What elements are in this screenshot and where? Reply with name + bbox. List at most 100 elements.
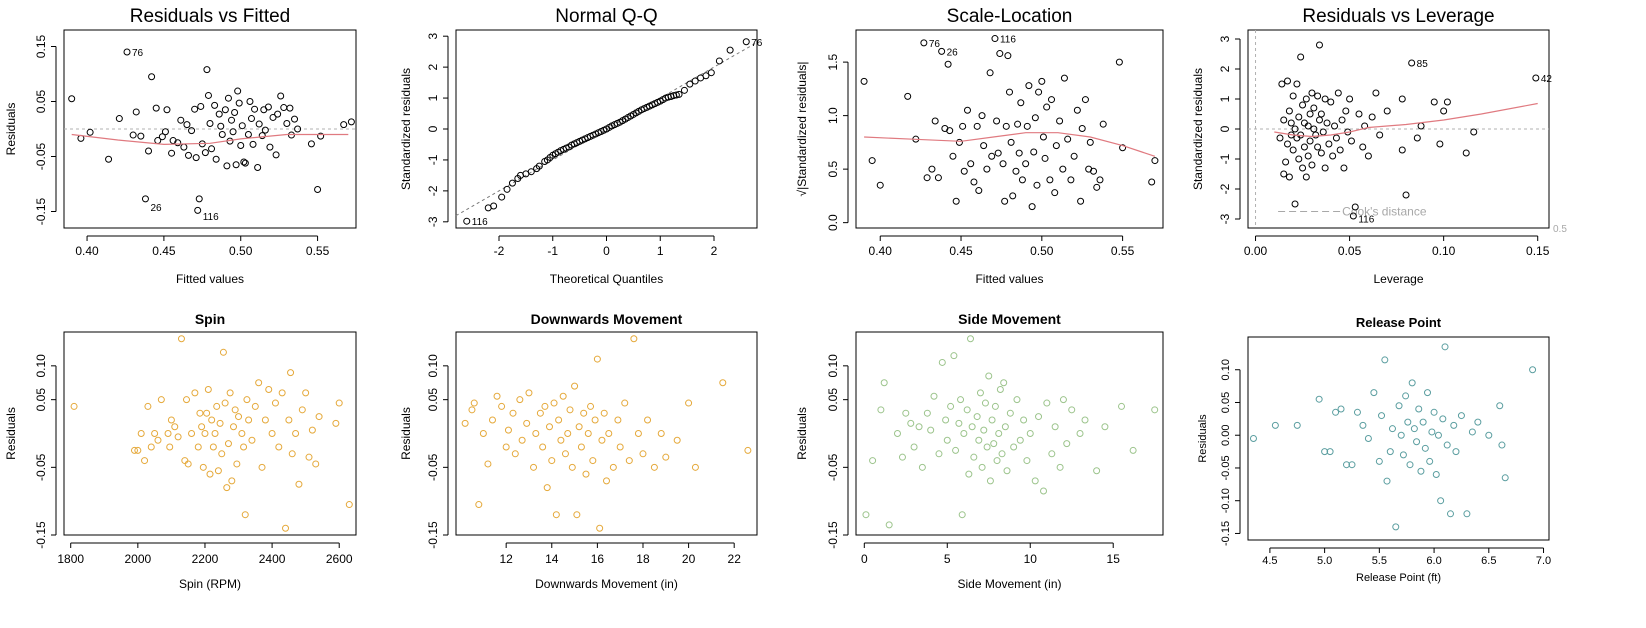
data-point <box>1308 161 1316 169</box>
data-point <box>685 399 693 407</box>
data-point <box>1076 430 1084 437</box>
data-point <box>1430 98 1438 106</box>
data-point <box>1068 406 1076 414</box>
data-point <box>1440 107 1448 115</box>
data-point <box>305 453 313 461</box>
data-points <box>461 335 752 532</box>
x-tick-label: 5.5 <box>1372 555 1387 567</box>
data-point <box>1315 116 1323 124</box>
data-point <box>228 477 236 485</box>
data-point <box>302 389 310 397</box>
x-tick-label: 7.0 <box>1536 555 1551 567</box>
data-point <box>955 138 963 146</box>
y-tick-label: -0.15 <box>34 198 48 226</box>
data-point <box>1321 164 1329 172</box>
data-point <box>1310 125 1318 133</box>
y-tick-label: 1.0 <box>826 107 840 124</box>
data-point <box>1408 59 1416 67</box>
data-point <box>1048 450 1056 458</box>
data-point <box>347 118 355 126</box>
data-point <box>237 142 245 149</box>
data-point <box>1031 477 1039 485</box>
data-point <box>161 128 169 136</box>
data-point <box>744 446 752 454</box>
x-axis-label: Fitted values <box>975 272 1043 286</box>
x-axis-label: Leverage <box>1373 272 1423 286</box>
data-point <box>488 416 496 424</box>
data-point <box>1285 173 1293 181</box>
data-point <box>566 406 574 414</box>
data-point <box>1398 95 1406 103</box>
data-point <box>1043 399 1051 407</box>
data-point <box>163 106 171 114</box>
data-point <box>1342 107 1350 115</box>
data-point <box>1031 114 1039 122</box>
data-point <box>876 181 884 189</box>
data-point <box>1383 477 1391 485</box>
data-point <box>231 406 239 414</box>
data-point <box>1285 107 1293 115</box>
data-point <box>1314 92 1322 100</box>
data-point <box>1025 82 1033 90</box>
data-point <box>975 187 983 195</box>
data-point <box>910 443 918 451</box>
data-point <box>174 139 182 147</box>
data-point <box>931 117 939 125</box>
data-point <box>294 125 302 133</box>
data-point <box>152 104 160 112</box>
data-point <box>217 122 225 130</box>
data-point <box>1348 461 1356 469</box>
data-point <box>1278 80 1286 88</box>
data-point <box>1033 181 1041 189</box>
data-point <box>975 436 983 444</box>
data-point <box>918 463 926 471</box>
data-point <box>1329 152 1337 160</box>
data-point <box>589 457 597 465</box>
plot-frame <box>63 331 357 536</box>
data-point <box>1051 189 1059 197</box>
data-point <box>1364 435 1372 442</box>
data-point <box>1052 142 1060 150</box>
data-point <box>115 115 123 123</box>
x-axis: 0.40 0.45 0.50 0.55 <box>869 235 1135 258</box>
data-point <box>614 416 622 424</box>
data-point <box>1315 395 1323 403</box>
y-tick-label: 3 <box>1218 35 1232 42</box>
data-point <box>742 38 750 46</box>
data-point <box>988 416 996 424</box>
point-annotation: 116 <box>472 217 488 228</box>
data-point <box>527 168 535 176</box>
point-annotation: 116 <box>1000 35 1016 46</box>
y-tick-label: 0 <box>1218 125 1232 132</box>
data-point <box>990 440 998 448</box>
data-point <box>201 149 209 157</box>
data-point <box>184 460 192 468</box>
data-point <box>204 386 212 394</box>
data-point <box>598 436 606 444</box>
data-point <box>605 430 613 437</box>
data-point <box>226 389 234 397</box>
data-point <box>1417 467 1425 475</box>
data-point <box>261 416 269 424</box>
point-annotation: 42 <box>1541 74 1553 85</box>
point-annotation: 26 <box>947 47 959 58</box>
data-point <box>1437 497 1445 505</box>
data-point <box>1022 160 1030 168</box>
y-tick-label: -3 <box>426 216 440 227</box>
y-axis: -0.15 -0.05 0.05 0.10 <box>34 354 57 549</box>
point-annotation: 76 <box>132 48 144 59</box>
data-point <box>550 399 558 407</box>
data-point <box>1004 52 1012 60</box>
x-axis-label: Theoretical Quantiles <box>550 272 663 286</box>
data-point <box>530 463 538 471</box>
data-point <box>235 413 243 421</box>
data-points <box>463 38 750 225</box>
data-point <box>996 50 1004 58</box>
x-tick-label: 20 <box>682 552 696 566</box>
x-tick-label: 5.0 <box>1317 555 1332 567</box>
data-point <box>1355 110 1363 118</box>
y-tick-label: 0 <box>426 125 440 132</box>
data-point <box>978 463 986 471</box>
data-point <box>243 396 251 404</box>
data-point <box>634 430 642 437</box>
